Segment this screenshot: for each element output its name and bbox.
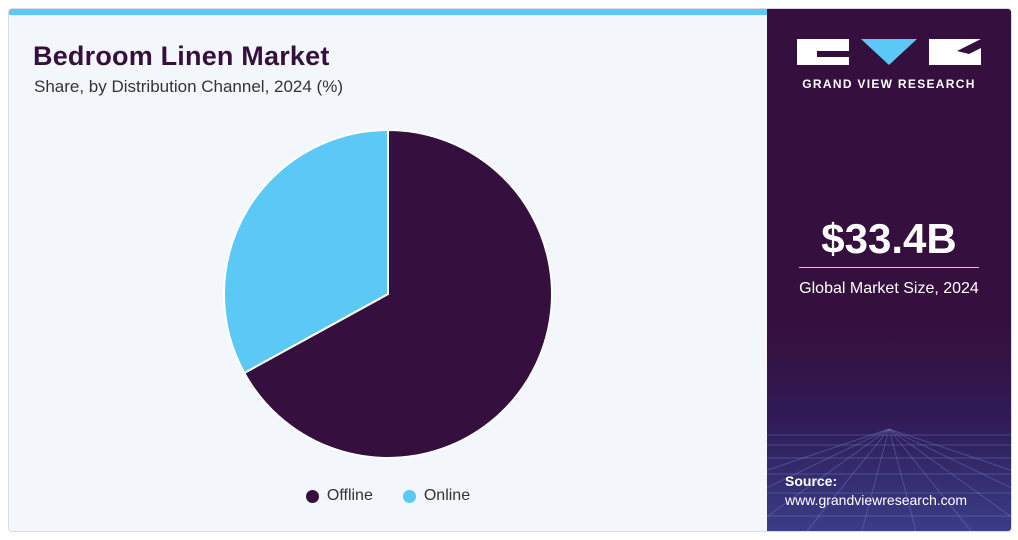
- legend-label-offline: Offline: [326, 487, 373, 504]
- pie-chart: [223, 128, 553, 459]
- legend-label-online: Online: [423, 487, 471, 504]
- pie-slice-online: [223, 128, 389, 375]
- divider: [799, 267, 979, 268]
- gvr-logo-icon: [797, 39, 981, 65]
- accent-bar: [9, 9, 767, 15]
- chart-card: Bedroom Linen Market Share, by Distribut…: [8, 8, 1012, 532]
- brand-name: GRAND VIEW RESEARCH: [802, 77, 976, 91]
- legend-swatch-online: [402, 489, 416, 503]
- grid-floor-graphic: [767, 429, 1011, 531]
- legend-item-online: Online: [402, 487, 471, 505]
- info-sidebar: GRAND VIEW RESEARCH $33.4B Global Market…: [767, 9, 1011, 531]
- chart-panel: Bedroom Linen Market Share, by Distribut…: [9, 15, 767, 531]
- market-size-value: $33.4B: [821, 215, 957, 262]
- chart-legend: Offline Online: [9, 487, 767, 505]
- source-url: www.grandviewresearch.com: [785, 492, 968, 508]
- chart-subtitle: Share, by Distribution Channel, 2024 (%): [34, 77, 343, 96]
- source-label: Source:: [785, 473, 838, 489]
- chart-title: Bedroom Linen Market: [33, 41, 330, 71]
- legend-item-offline: Offline: [305, 487, 373, 505]
- pie-slice-offline: [242, 128, 553, 459]
- legend-swatch-offline: [305, 489, 319, 503]
- market-size-label: Global Market Size, 2024: [799, 280, 979, 297]
